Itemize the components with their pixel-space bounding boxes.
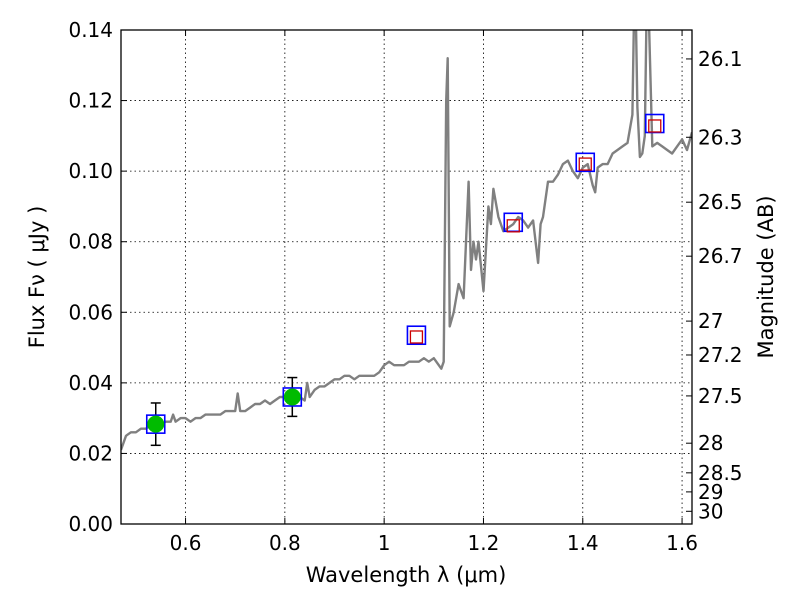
y-tick-label: 0.12: [68, 89, 113, 113]
x-tick-label: 1.6: [666, 531, 698, 555]
mag-tick-label: 27.5: [698, 384, 743, 408]
tick-labels: 0.6 0.8 1 1.2 1.4 1.6 0.00 0.02 0.04 0.06 0.08 0.10…: [68, 18, 742, 555]
x-tick-label: 0.6: [170, 531, 202, 555]
points-layer: [145, 113, 665, 447]
y-tick-label: 0.00: [68, 512, 113, 536]
observed-point-marker: [283, 388, 301, 406]
x-tick-label: 1.2: [468, 531, 500, 555]
model-square-marker: [145, 414, 166, 434]
y2-axis-title: Magnitude (AB): [754, 195, 778, 358]
x-tick-label: 1.4: [567, 531, 599, 555]
tick-marks: [121, 29, 692, 525]
mag-tick-label: 26.5: [698, 190, 743, 214]
x-axis-title: Wavelength λ (μm): [306, 563, 507, 587]
y-tick-label: 0.04: [68, 371, 113, 395]
y-tick-label: 0.10: [68, 159, 113, 183]
y-axis-title: Flux Fν ( μJy ): [25, 206, 49, 349]
mag-tick-label: 29: [698, 480, 723, 504]
mag-tick-label: 27.2: [698, 343, 743, 367]
model-square-marker: [575, 152, 596, 173]
mag-tick-label: 28.5: [698, 461, 743, 485]
plot-background: [121, 30, 692, 524]
mag-tick-label: 26.7: [698, 244, 743, 268]
observed-nir-marker: [409, 330, 424, 344]
observed-nir-marker: [578, 157, 592, 171]
mag-tick-label: 30: [698, 499, 723, 523]
observed-nir-marker: [648, 119, 662, 133]
plot-frame: [120, 29, 693, 525]
x-tick-label: 1: [378, 531, 391, 555]
mag-tick-label: 26.3: [698, 125, 743, 149]
y-tick-label: 0.02: [68, 441, 113, 465]
mag-tick-label: 26.1: [698, 47, 743, 71]
observed-nir-marker: [506, 219, 520, 233]
series-line-model-sed: [121, 30, 692, 451]
y-tick-label: 0.08: [68, 230, 113, 254]
model-square-marker: [282, 387, 303, 407]
mag-tick-label: 28: [698, 431, 723, 455]
mag-tick-label: 27: [698, 309, 723, 333]
x-tick-label: 0.8: [269, 531, 301, 555]
y-tick-label: 0.14: [68, 18, 113, 42]
grid-lines: [121, 30, 692, 524]
model-square-marker: [406, 325, 427, 346]
observed-point-marker: [147, 415, 165, 433]
series-layer: [121, 30, 692, 451]
y-tick-label: 0.06: [68, 300, 113, 324]
